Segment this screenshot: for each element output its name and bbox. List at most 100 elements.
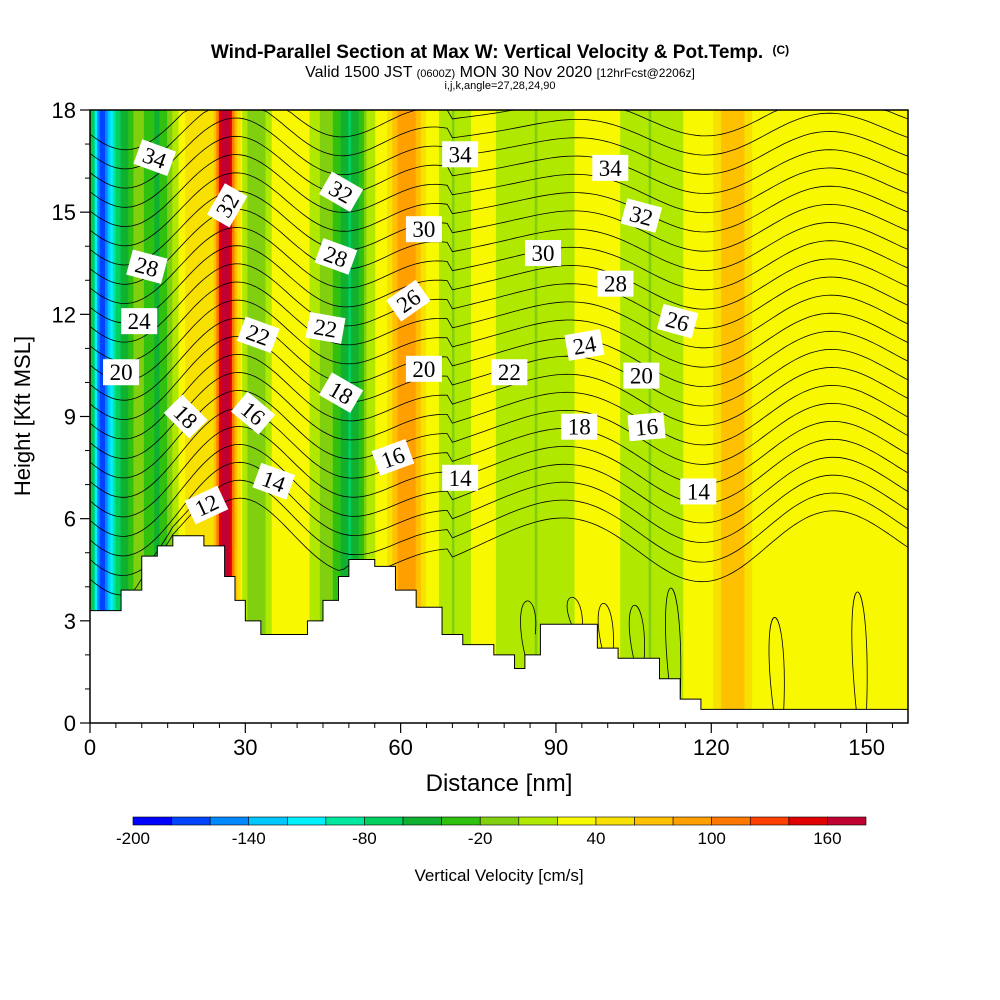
contour-label: 14 <box>680 478 717 505</box>
velocity-cell <box>444 110 448 723</box>
velocity-cell <box>143 110 148 723</box>
velocity-cell <box>749 110 754 723</box>
velocity-cell <box>664 110 668 723</box>
velocity-cell <box>130 110 135 723</box>
isentrope-line <box>90 497 908 596</box>
y-tick-label: 15 <box>52 200 76 225</box>
velocity-cell <box>314 110 319 723</box>
isentrope-line <box>90 479 908 576</box>
velocity-cell <box>325 110 329 723</box>
chart-title: Wind-Parallel Section at Max W: Vertical… <box>211 42 789 63</box>
velocity-cell <box>754 110 759 723</box>
velocity-cell <box>128 110 132 723</box>
colorbar: -200 -140 -80 -20 40 100 160 <box>116 816 867 848</box>
contour-label: 22 <box>305 312 346 344</box>
velocity-cell <box>410 110 415 723</box>
colorbar-swatch <box>325 816 365 826</box>
colorbar-tick-label: 160 <box>813 829 841 848</box>
velocity-cell <box>221 110 226 723</box>
velocity-cell <box>335 110 340 723</box>
velocity-cell <box>105 110 109 723</box>
velocity-cell <box>506 110 510 723</box>
velocity-cell <box>369 110 373 723</box>
velocity-cell <box>625 110 629 723</box>
contour-label-text: 16 <box>634 414 659 441</box>
colorbar-swatch <box>595 816 635 826</box>
contour-label-text: 20 <box>630 364 653 389</box>
contour-label-text: 14 <box>687 479 711 504</box>
velocity-cell <box>275 110 280 723</box>
velocity-cell <box>441 110 446 723</box>
contour-label: 34 <box>133 139 177 177</box>
velocity-cell <box>454 110 459 723</box>
subtitle-valid: Valid 1500 JST <box>305 64 413 81</box>
contour-label-text: 30 <box>412 217 435 242</box>
velocity-cell <box>294 110 298 723</box>
contour-label-text: 24 <box>128 309 152 334</box>
velocity-cell <box>394 110 399 723</box>
contour-label: 16 <box>371 438 415 476</box>
velocity-cell <box>418 110 422 723</box>
velocity-cell <box>451 110 456 723</box>
velocity-cell <box>387 110 391 723</box>
velocity-cell <box>622 110 627 723</box>
velocity-cell <box>231 110 236 723</box>
isentrope-line <box>90 461 908 557</box>
velocity-cell <box>428 110 433 723</box>
colorbar-swatch <box>364 816 404 826</box>
isentrope-line <box>90 154 908 227</box>
colorbar-tick-label: -200 <box>116 829 150 848</box>
velocity-cell <box>514 110 518 723</box>
isentrope-line <box>90 263 908 343</box>
velocity-cell <box>382 110 386 723</box>
contour-label: 24 <box>121 308 158 335</box>
x-tick-label: 60 <box>388 735 412 760</box>
isentrope-line <box>768 617 785 710</box>
velocity-cell <box>529 110 534 723</box>
x-tick-label: 120 <box>693 735 730 760</box>
y-axis-label: Height [Kft MSL] <box>10 336 35 496</box>
contour-label: 20 <box>623 362 660 389</box>
velocity-cell <box>159 110 163 723</box>
velocity-cell <box>516 110 521 723</box>
velocity-cell <box>353 110 358 723</box>
contour-label: 20 <box>103 359 140 386</box>
velocity-cell <box>358 110 363 723</box>
y-tick-label: 6 <box>64 507 76 532</box>
velocity-cell <box>330 110 334 723</box>
velocity-cell <box>317 110 321 723</box>
colorbar-swatch <box>287 816 327 826</box>
velocity-cell <box>141 110 145 723</box>
velocity-cell <box>234 110 239 723</box>
colorbar-tick-label: -140 <box>232 829 266 848</box>
contour-label: 26 <box>656 303 699 339</box>
velocity-cell <box>205 110 210 723</box>
contour-label-text: 34 <box>449 142 473 167</box>
isentropes <box>90 110 908 710</box>
velocity-cell <box>338 110 342 723</box>
velocity-cell <box>110 110 114 723</box>
velocity-cell <box>405 110 409 723</box>
contour-label: 14 <box>442 464 479 491</box>
isentrope-line <box>90 281 908 362</box>
colorbar-swatch <box>672 816 712 826</box>
x-axis-label: Distance [nm] <box>426 770 573 797</box>
contour-label-text: 20 <box>110 360 133 385</box>
velocity-cell <box>363 110 368 723</box>
y-tick-label: 9 <box>64 405 76 430</box>
y-tick-label: 12 <box>52 302 76 327</box>
velocity-cell <box>397 110 402 723</box>
colorbar-swatch <box>479 816 520 826</box>
velocity-cell <box>545 110 549 723</box>
velocity-cell <box>532 110 536 723</box>
velocity-cell <box>356 110 360 723</box>
velocity-cell <box>752 110 756 723</box>
velocity-cell <box>309 110 314 723</box>
contour-label-text: 28 <box>604 272 627 297</box>
velocity-cell <box>312 110 316 723</box>
colorbar-swatch <box>711 816 751 826</box>
velocity-cell <box>558 110 562 723</box>
isentrope-line <box>90 317 908 401</box>
velocity-cell <box>348 110 352 723</box>
isentrope-line <box>90 426 908 518</box>
